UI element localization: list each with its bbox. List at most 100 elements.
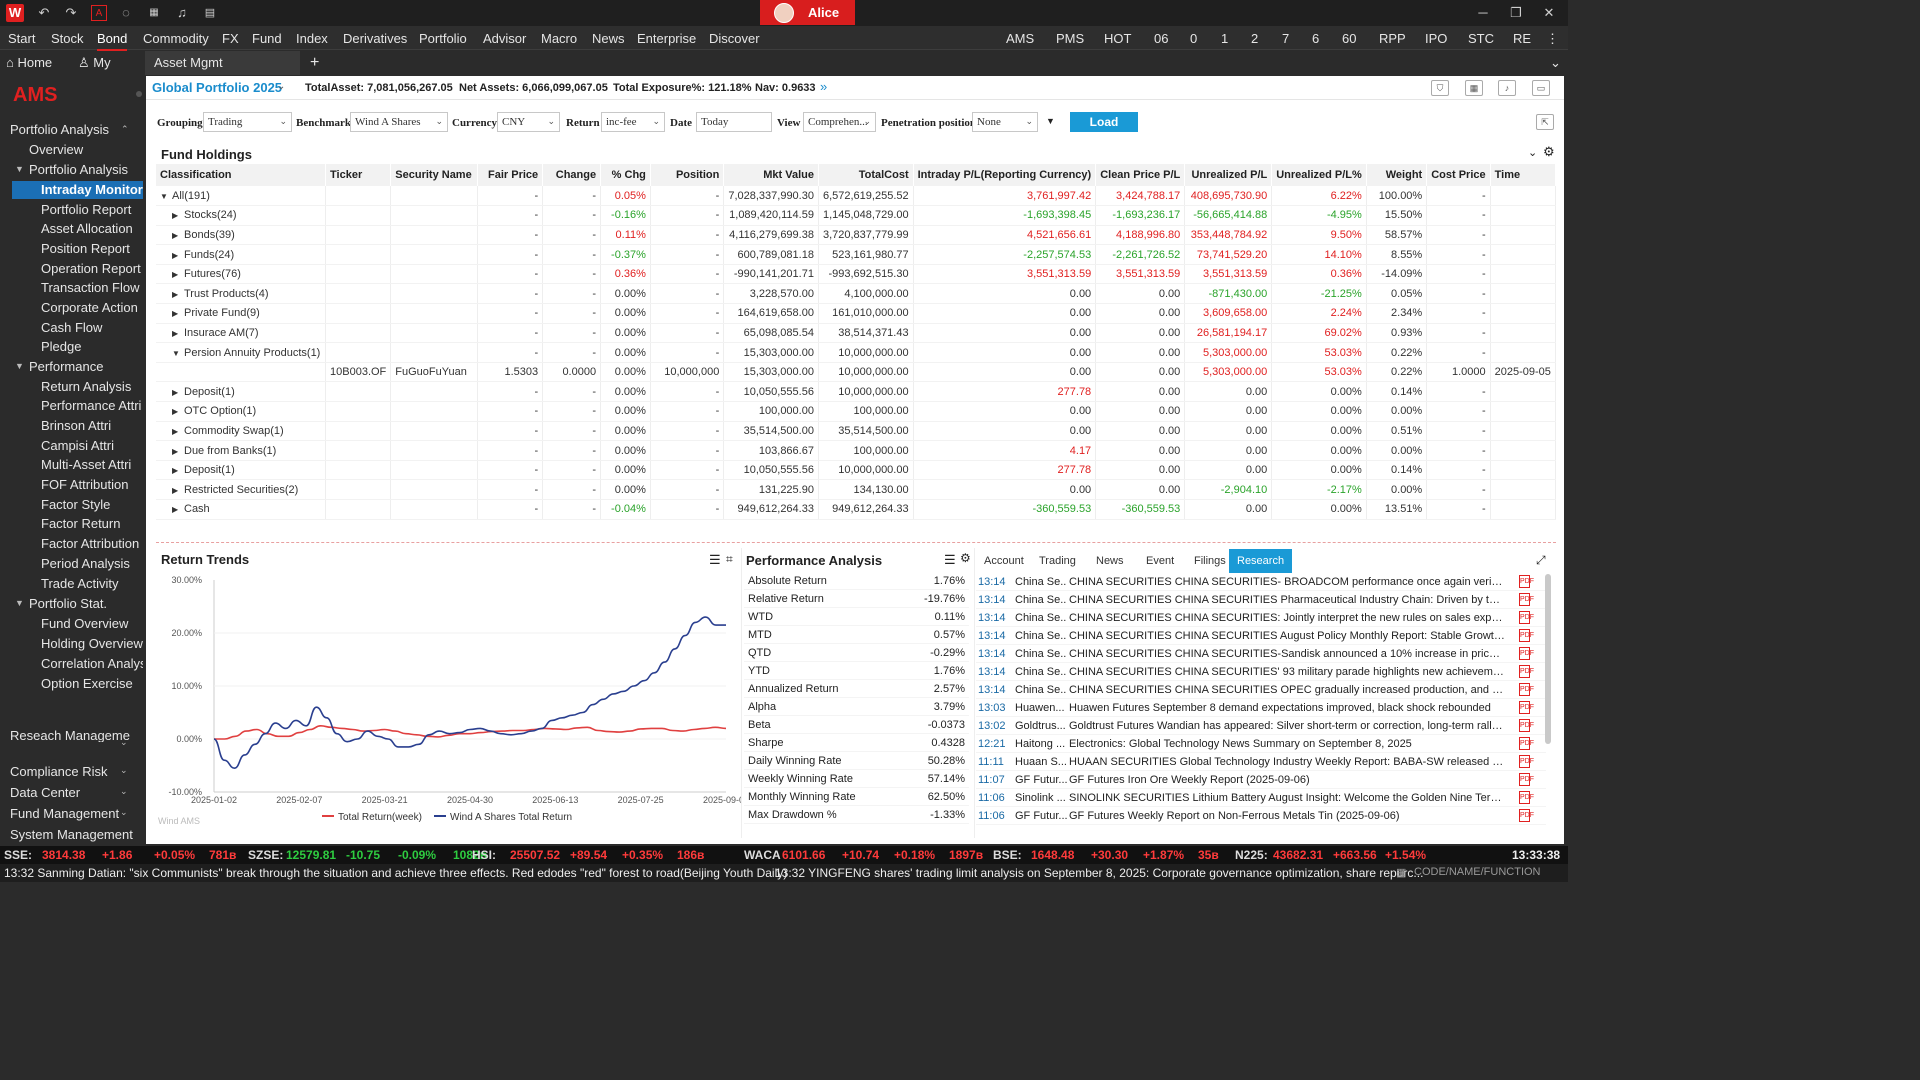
list-item[interactable]: 11:06 Sinolink ... SINOLINK SECURITIES Lit…: [976, 789, 1546, 807]
tab-asset-mgmt[interactable]: Asset Mgmt: [145, 51, 300, 75]
tab-my[interactable]: ♙ My: [72, 51, 142, 75]
news-headline[interactable]: SINOLINK SECURITIES Lithium Battery Augu…: [1069, 792, 1505, 804]
menu-bond[interactable]: Bond: [97, 31, 128, 51]
calendar-icon[interactable]: ▦: [1465, 80, 1483, 96]
menu-discover[interactable]: Discover: [709, 31, 760, 46]
news-headline[interactable]: CHINA SECURITIES CHINA SECURITIES-Sandis…: [1069, 648, 1505, 660]
close-icon[interactable]: ✕: [1543, 5, 1555, 20]
news-headline[interactable]: Huawen Futures September 8 demand expect…: [1069, 702, 1491, 714]
nav-compliance-risk[interactable]: Compliance Risk: [10, 764, 108, 779]
news-headline[interactable]: HUAAN SECURITIES Global Technology Indus…: [1069, 756, 1505, 768]
news-headline[interactable]: CHINA SECURITIES CHINA SECURITIES' 93 mi…: [1069, 666, 1505, 678]
keyboard-icon[interactable]: ▭: [1532, 80, 1550, 96]
view-select[interactable]: Comprehen... ⌄: [803, 112, 876, 132]
collapse-icon[interactable]: [136, 91, 142, 97]
tab-trading[interactable]: Trading: [1039, 555, 1076, 567]
expand-icon[interactable]: ⤢: [1536, 553, 1546, 567]
forward-icon[interactable]: ↷: [65, 5, 77, 20]
ticker-name[interactable]: HSI:: [472, 848, 496, 862]
list-item[interactable]: 11:11 Huaan S... HUAAN SECURITIES Global T…: [976, 753, 1546, 771]
menu-portfolio[interactable]: Portfolio: [419, 31, 467, 46]
pdf-icon[interactable]: PDF: [1519, 773, 1534, 786]
list-item[interactable]: 11:06 GF Futur... GF Futures Weekly Report…: [976, 807, 1546, 825]
menu-lines-icon[interactable]: ☰: [709, 552, 721, 567]
bell-icon[interactable]: ♫: [177, 5, 187, 20]
menu-fund[interactable]: Fund: [252, 31, 282, 46]
currency-select[interactable]: CNY ⌄: [497, 112, 560, 132]
pdf-icon[interactable]: PDF: [1519, 737, 1534, 750]
crop-icon[interactable]: ⌗: [726, 552, 733, 566]
pdf-icon[interactable]: PDF: [1519, 629, 1534, 642]
list-item[interactable]: 12:21 Haitong ... Electronics: Global Tech…: [976, 735, 1546, 753]
caret-right-icon[interactable]: ▶: [172, 446, 179, 456]
caret-down-icon[interactable]: ▼: [1046, 116, 1055, 126]
news-ticker-1[interactable]: 13:32 Sanming Datian: "six Communists" b…: [4, 866, 788, 880]
sidebar-item-portfolio-report[interactable]: Portfolio Report: [41, 202, 132, 217]
caret-right-icon[interactable]: ▶: [172, 387, 179, 397]
chevron-up-icon[interactable]: ⌃: [121, 124, 129, 134]
table-row[interactable]: ▶ Deposit(1) - - 0.00% - 10,050,555.56 10,000,0…: [156, 381, 1557, 403]
caret-right-icon[interactable]: ▶: [172, 485, 179, 495]
list-item[interactable]: 13:03 Huawen... Huawen Futures September 8…: [976, 699, 1546, 717]
ticker-name[interactable]: SSE:: [4, 848, 33, 862]
sidebar-item-option-exercise[interactable]: Option Exercise: [41, 676, 133, 691]
expand-right-icon[interactable]: »: [820, 79, 828, 94]
table-row[interactable]: ▶ Bonds(39) - -0.11% -4,116,279,699.38 3,720,…: [156, 225, 1557, 246]
menu-stock[interactable]: Stock: [51, 31, 84, 46]
table-row[interactable]: ▶ Futures(76) - -0.36% - -990,141,201.71 -993,…: [156, 264, 1557, 285]
caret-right-icon[interactable]: ▶: [172, 270, 179, 280]
sidebar-item-fof-attribution[interactable]: FOF Attribution: [41, 477, 129, 492]
sidebar-item-performance[interactable]: Performance: [29, 359, 104, 374]
tab-filings[interactable]: Filings: [1194, 555, 1226, 567]
pdf-icon[interactable]: PDF: [1519, 611, 1534, 624]
speaker-icon[interactable]: ♪: [1498, 80, 1516, 96]
column-header[interactable]: TotalCost: [818, 164, 914, 186]
sidebar-item-trade-activity[interactable]: Trade Activity: [41, 576, 119, 591]
caret-right-icon[interactable]: ▶: [172, 289, 179, 299]
column-header[interactable]: Classification: [156, 164, 327, 186]
portfolio-selector[interactable]: Global Portfolio 2025: [152, 80, 283, 95]
news-headline[interactable]: CHINA SECURITIES CHINA SECURITIES August…: [1069, 630, 1505, 642]
sidebar-item-pledge[interactable]: Pledge: [41, 339, 82, 354]
news-headline[interactable]: CHINA SECURITIES CHINA SECURITIES Pharma…: [1069, 594, 1505, 606]
caret-down-icon[interactable]: ▼: [15, 164, 24, 174]
ticker-name[interactable]: WACA: [744, 848, 781, 862]
menu-news[interactable]: News: [592, 31, 625, 46]
nav-research-management[interactable]: Reseach Management: [10, 729, 130, 742]
caret-down-icon[interactable]: ▼: [172, 348, 180, 358]
sidebar-item-return-analysis[interactable]: Return Analysis: [41, 379, 132, 394]
penetration-select[interactable]: None ⌄: [972, 112, 1038, 132]
list-item[interactable]: 11:07 GF Futur... GF Futures Iron Ore Week…: [976, 771, 1546, 789]
pdf-icon[interactable]: PDF: [1519, 719, 1534, 732]
list-item[interactable]: 13:14 China Se... CHINA SECURITIES CHINA S…: [976, 609, 1546, 627]
tab-news[interactable]: News: [1096, 555, 1124, 567]
pdf-icon[interactable]: PDF: [1519, 755, 1534, 768]
column-header[interactable]: Security Name: [390, 164, 478, 186]
vertical-scrollbar[interactable]: [1545, 574, 1551, 744]
table-row[interactable]: ▶ Trust Products(4) - - 0.00% - 3,228,570.00 4,…: [156, 283, 1557, 305]
sidebar-item-position-report[interactable]: Position Report: [41, 241, 130, 256]
news-ticker-2[interactable]: 13:32 YINGFENG shares' trading limit ana…: [775, 866, 1424, 880]
column-header[interactable]: Clean Price P/L: [1095, 164, 1186, 186]
sidebar-item-holding-overview[interactable]: Holding Overview: [41, 636, 143, 651]
back-icon[interactable]: ↶: [38, 5, 50, 20]
sidebar-item-factor-return[interactable]: Factor Return: [41, 516, 121, 531]
legend-label[interactable]: Total Return(week): [338, 812, 422, 823]
sidebar-item-campisi-attri[interactable]: Campisi Attri: [41, 438, 114, 453]
export-icon[interactable]: ⇱: [1536, 114, 1554, 130]
sidebar-item-brinson-attri[interactable]: Brinson Attri: [41, 418, 112, 433]
menu-rpp[interactable]: RPP: [1379, 31, 1406, 46]
sidebar-item-intraday-monitori[interactable]: Intraday Monitori: [12, 181, 143, 199]
return-select[interactable]: inc-fee ⌄: [601, 112, 665, 132]
caret-right-icon[interactable]: ▶: [172, 407, 179, 417]
add-tab-button[interactable]: +: [310, 54, 320, 71]
pdf-icon[interactable]: PDF: [1519, 593, 1534, 606]
menu-fx[interactable]: FX: [222, 31, 239, 46]
chat-icon[interactable]: ◌: [122, 5, 130, 20]
gear-icon[interactable]: ⚙: [1543, 144, 1555, 159]
sidebar-item-fund-overview[interactable]: Fund Overview: [41, 616, 129, 631]
pdf-icon[interactable]: PDF: [1519, 665, 1534, 678]
news-headline[interactable]: Electronics: Global Technology News Summ…: [1069, 738, 1412, 750]
column-header[interactable]: Intraday P/L(Reporting Currency): [913, 164, 1097, 186]
tab-research[interactable]: Research: [1229, 549, 1293, 573]
